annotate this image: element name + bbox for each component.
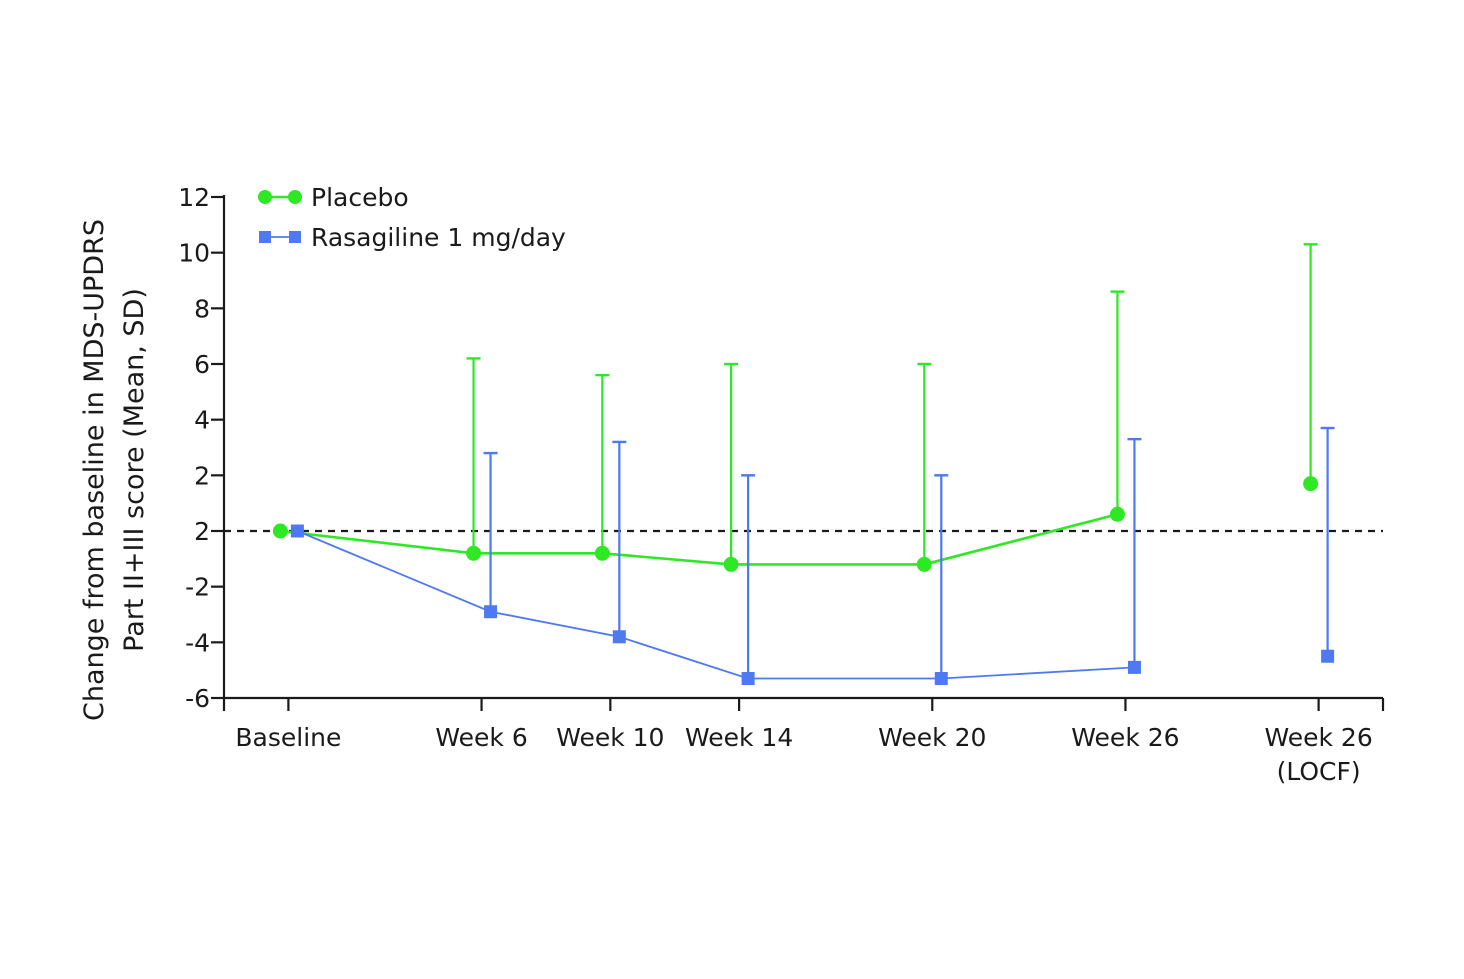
legend-item: Placebo: [258, 183, 409, 212]
series-rasagiline: [290, 426, 1335, 686]
data-point: [934, 672, 948, 686]
legend-label: Rasagiline 1 mg/day: [311, 223, 566, 252]
series-placebo: [272, 243, 1319, 572]
x-tick-label-line: Week 6: [435, 723, 527, 752]
y-tick-label: 2: [194, 461, 210, 490]
y-tick-label: 8: [194, 294, 210, 323]
y-tick-label: -6: [185, 684, 210, 713]
data-point: [290, 524, 304, 538]
y-axis: -6 -4 -2 2 2 4 6 8 10 12: [178, 183, 226, 713]
x-tick-label-line: Week 26: [1264, 723, 1372, 752]
x-tick-label-line: Week 14: [685, 723, 793, 752]
x-tick-label-line: Week 20: [878, 723, 986, 752]
y-tick-label: 10: [178, 239, 210, 268]
x-tick-label: Week 6: [435, 723, 527, 752]
data-point: [466, 545, 482, 561]
data-point: [272, 523, 288, 539]
y-axis-label-line: Part II+III score (Mean, SD): [119, 288, 150, 652]
legend-marker: [258, 190, 272, 204]
data-point: [741, 672, 755, 686]
data-point: [723, 556, 739, 572]
series-layer: [272, 243, 1335, 686]
y-tick-label: -4: [185, 628, 210, 657]
x-tick-label-line: Week 26: [1071, 723, 1179, 752]
x-tick-label: Week 14: [685, 723, 793, 752]
x-tick-label: Baseline: [235, 723, 341, 752]
data-point: [916, 556, 932, 572]
legend: Placebo Rasagiline 1 mg/day: [258, 183, 566, 252]
x-tick-label: Week 26 (LOCF): [1264, 723, 1372, 786]
y-tick-label: 6: [194, 350, 210, 379]
legend-marker: [288, 190, 302, 204]
legend-marker: [259, 231, 271, 243]
data-point: [1127, 660, 1141, 674]
y-tick-label: 12: [178, 183, 210, 212]
x-tick-label-line: (LOCF): [1277, 757, 1361, 786]
legend-label: Placebo: [311, 183, 409, 212]
data-point: [1109, 506, 1125, 522]
x-tick-label: Week 26: [1071, 723, 1179, 752]
x-tick-label-line: Week 10: [556, 723, 664, 752]
legend-item: Rasagiline 1 mg/day: [259, 223, 566, 252]
y-tick-label: -2: [185, 573, 210, 602]
data-point: [484, 605, 498, 619]
series-line: [280, 513, 1118, 566]
data-point: [1321, 649, 1335, 663]
y-axis-label-line: Change from baseline in MDS-UPDRS: [79, 219, 110, 721]
data-point: [594, 545, 610, 561]
x-tick-label: Week 10: [556, 723, 664, 752]
y-axis-label: Change from baseline in MDS-UPDRS Part II…: [79, 219, 150, 721]
y-tick-label: 4: [194, 406, 210, 435]
data-point: [612, 630, 626, 644]
legend-marker: [289, 231, 301, 243]
x-tick-label: Week 20: [878, 723, 986, 752]
x-axis: Baseline Week 6 Week 10 Week 14 Week 20 Week …: [222, 696, 1385, 786]
y-axis-title: Change from baseline in MDS-UPDRS Part II…: [79, 219, 150, 721]
series-line: [297, 530, 1135, 680]
data-point: [1303, 476, 1319, 492]
x-tick-label-line: Baseline: [235, 723, 341, 752]
y-tick-label: 2: [194, 517, 210, 546]
